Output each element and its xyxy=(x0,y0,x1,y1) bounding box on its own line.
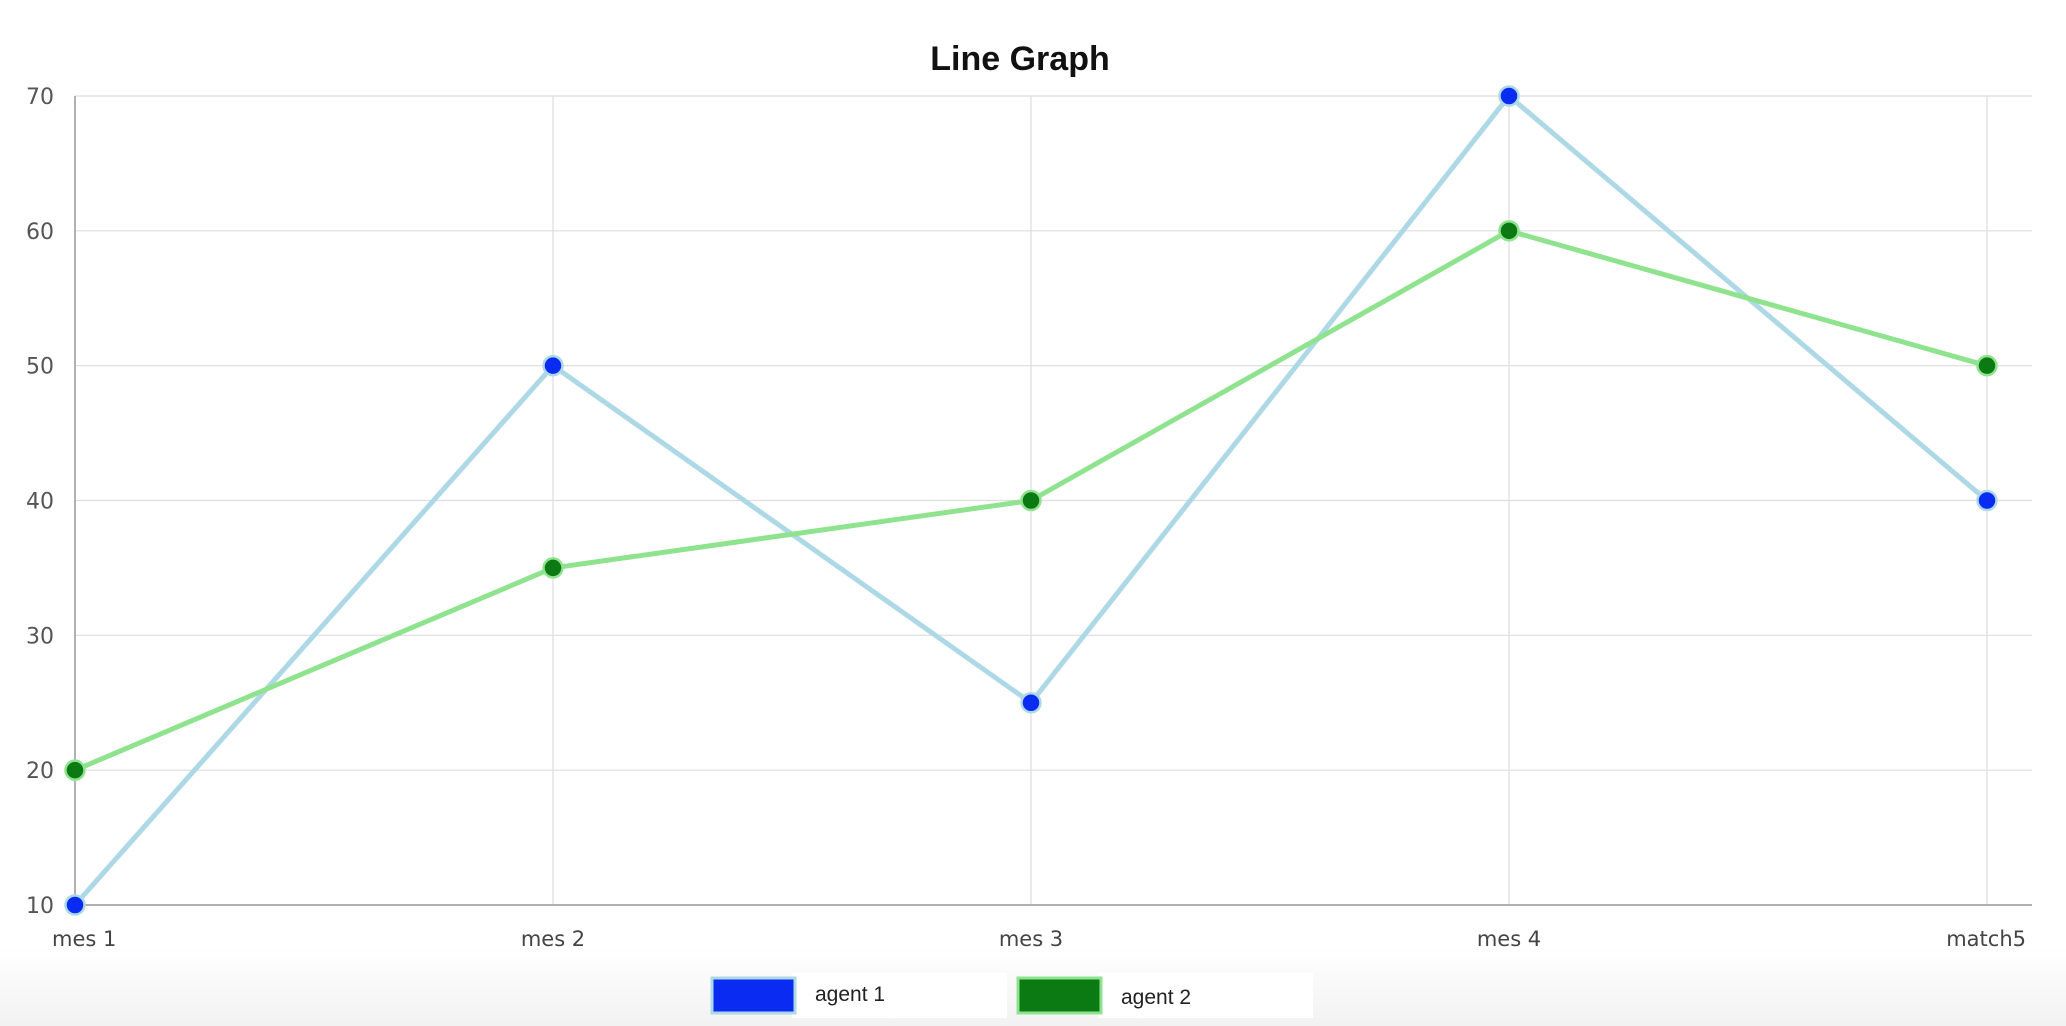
legend-swatch-2[interactable] xyxy=(1016,976,1103,1015)
y-tick-label: 50 xyxy=(26,355,54,380)
x-tick-label: mes 1 xyxy=(52,927,116,951)
data-point[interactable] xyxy=(1976,354,1998,377)
y-tick-label: 20 xyxy=(26,759,54,784)
data-point[interactable] xyxy=(1020,489,1042,512)
data-point[interactable] xyxy=(1976,489,1998,512)
legend-label-2[interactable]: agent 2 xyxy=(1121,986,1191,1009)
legend-label-box xyxy=(792,973,1007,1018)
data-point[interactable] xyxy=(1498,220,1520,242)
data-point[interactable] xyxy=(542,557,564,579)
legend-label-1[interactable]: agent 1 xyxy=(815,983,885,1006)
y-tick-label: 40 xyxy=(26,490,54,515)
y-tick-label: 70 xyxy=(26,85,54,110)
data-point[interactable] xyxy=(1498,85,1520,107)
y-tick-label: 30 xyxy=(26,624,54,649)
y-tick-label: 10 xyxy=(26,894,54,919)
y-tick-label: 60 xyxy=(26,220,54,245)
data-point[interactable] xyxy=(1020,692,1042,714)
data-point[interactable] xyxy=(64,759,86,781)
data-point[interactable] xyxy=(542,354,564,377)
legend-label-box xyxy=(1098,973,1313,1018)
x-tick-label: mes 4 xyxy=(1477,927,1541,951)
x-tick-label: match5 xyxy=(1946,927,2026,951)
legend-swatch-1[interactable] xyxy=(710,976,797,1015)
x-tick-label: mes 3 xyxy=(999,927,1063,951)
chart-title: Line Graph xyxy=(930,40,1109,78)
data-point[interactable] xyxy=(64,894,86,916)
x-tick-label: mes 2 xyxy=(521,927,585,951)
